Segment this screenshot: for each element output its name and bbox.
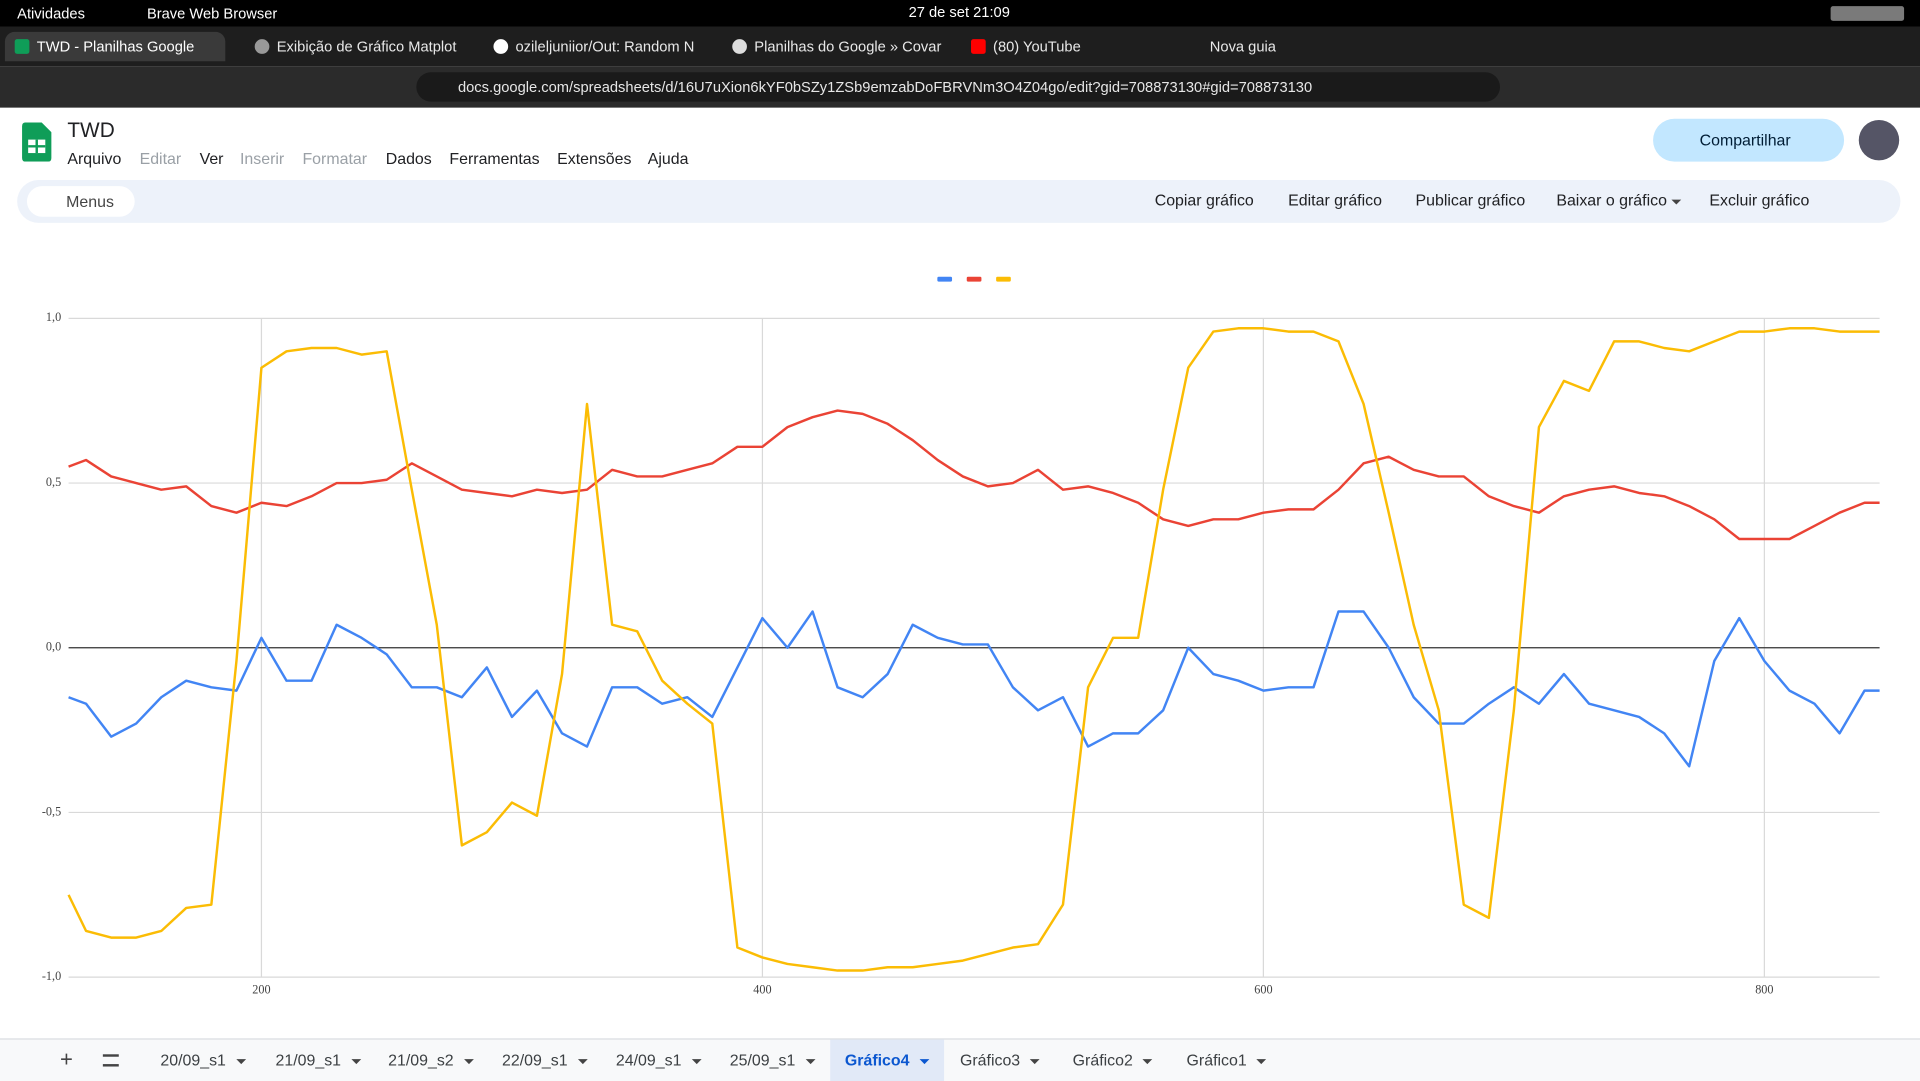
tab[interactable]: Planilhas do Google » Covar (722, 32, 942, 61)
series-line (68, 409, 1880, 541)
toolbar-action[interactable]: Editar gráfico (1288, 191, 1382, 210)
sheet-tab[interactable]: Gráfico4 (830, 1039, 944, 1081)
sheet-tab[interactable]: Gráfico1 (1172, 1040, 1281, 1081)
series-line (67, 327, 1880, 972)
sheet-tab[interactable]: 21/09_s2 (373, 1040, 487, 1081)
tab-strip: TWD - Planilhas Google Exibição de Gráfi… (0, 26, 1920, 67)
menu[interactable]: Inserir (240, 149, 285, 168)
menu[interactable]: Arquivo (67, 149, 122, 168)
url-field[interactable]: docs.google.com/spreadsheets/d/16U7uXion… (416, 72, 1501, 102)
all-sheets[interactable] (102, 1054, 119, 1067)
menu[interactable]: Dados (385, 149, 432, 168)
tab-title: Nova guia (1209, 37, 1276, 56)
series-line (68, 610, 1880, 768)
y-tick-label: -1,0 (42, 969, 61, 983)
share-button[interactable]: Compartilhar (1653, 118, 1845, 162)
tab[interactable]: ozileljuniior/Out: Random N (484, 32, 704, 61)
tab-title: Exibição de Gráfico Matplot (276, 37, 457, 56)
menu-search[interactable]: Menus (26, 186, 135, 217)
clock[interactable]: 27 de set 21:09 (908, 3, 1010, 21)
sheet-name: 20/09_s1 (160, 1050, 226, 1069)
toolbar-action[interactable]: Excluir gráfico (1709, 191, 1810, 210)
legend-swatch (966, 276, 982, 282)
sheet-tab[interactable]: 25/09_s1 (715, 1040, 829, 1081)
toolbar-action[interactable]: Publicar gráfico (1415, 191, 1526, 210)
x-tick-label: 600 (1254, 982, 1272, 996)
menu[interactable]: Extensões (557, 149, 632, 168)
action-label: Baixar o gráfico (1556, 191, 1667, 210)
sheet-name: Gráfico3 (960, 1050, 1021, 1069)
sheet-name: Gráfico1 (1186, 1050, 1247, 1069)
app-name: Brave Web Browser (146, 4, 278, 23)
sheet-tab[interactable]: 20/09_s1 (146, 1040, 260, 1081)
tab[interactable]: Exibição de Gráfico Matplot (245, 32, 465, 61)
sheet-name: 25/09_s1 (729, 1050, 796, 1069)
tab-title: ozileljuniior/Out: Random N (515, 37, 695, 56)
sheets-logo[interactable] (22, 122, 52, 162)
sheets-header: TWD Arquivo Editar Ver Inserir Formatar … (0, 107, 1920, 231)
sheet-name: 24/09_s1 (615, 1050, 682, 1069)
status-icons[interactable] (1830, 6, 1905, 21)
y-tick-label: 0,0 (46, 640, 61, 654)
menu[interactable]: Ferramentas (449, 149, 540, 168)
sheet-tab[interactable]: Gráfico2 (1058, 1040, 1167, 1081)
tab[interactable]: Nova guia (1200, 32, 1420, 61)
legend-swatch (937, 276, 953, 282)
sheet-name: 22/09_s1 (502, 1050, 568, 1069)
x-tick-label: 400 (753, 982, 771, 996)
menu[interactable]: Ver (199, 149, 224, 168)
system-bar: Atividades Brave Web Browser 27 de set 2… (0, 0, 1920, 27)
sheet-tab[interactable]: Gráfico3 (945, 1040, 1054, 1081)
y-tick-label: -0,5 (42, 804, 61, 818)
search-label: Menus (66, 192, 114, 211)
menu[interactable]: Ajuda (647, 149, 689, 168)
tab-icon (14, 39, 30, 54)
tab-icon (493, 39, 509, 54)
tab-title: (80) YouTube (993, 37, 1081, 56)
tab-icon (971, 39, 986, 54)
avatar[interactable] (1858, 120, 1900, 161)
sheet-name: 21/09_s2 (388, 1050, 454, 1069)
legend-swatch (996, 276, 1011, 282)
toolbar-action[interactable]: Baixar o gráfico (1556, 191, 1682, 210)
sheet-name: Gráfico2 (1072, 1050, 1133, 1069)
url: docs.google.com/spreadsheets/d/16U7uXion… (457, 78, 1313, 96)
sheet-tabs: + 20/09_s1 21/09_s1 21/09_s2 22/09_s1 24… (0, 1038, 1920, 1081)
address-bar: docs.google.com/spreadsheets/d/16U7uXion… (0, 66, 1920, 108)
tab-title: TWD - Planilhas Google (36, 37, 195, 56)
tab-icon (732, 39, 747, 54)
tab-title: Planilhas do Google » Covar (754, 37, 942, 56)
x-tick-label: 200 (252, 982, 270, 996)
share-label: Compartilhar (1699, 131, 1791, 150)
y-tick-label: 0,5 (46, 475, 61, 489)
sheet-name: 21/09_s1 (275, 1050, 342, 1069)
sheet-tab[interactable]: 22/09_s1 (487, 1040, 601, 1081)
x-tick-label: 800 (1755, 982, 1773, 996)
chart: 200 400 600 800 1,0 0,5 0,0 -0,5 -1,0 (42, 276, 1880, 996)
menu[interactable]: Editar (139, 149, 182, 168)
sheet-name: Gráfico4 (844, 1050, 910, 1069)
doc-title[interactable]: TWD (67, 118, 115, 143)
tab-icon (254, 39, 270, 54)
activities[interactable]: Atividades (17, 4, 85, 23)
toolbar-action[interactable]: Copiar gráfico (1154, 191, 1254, 210)
menu[interactable]: Formatar (302, 149, 368, 168)
y-tick-label: 1,0 (46, 310, 61, 324)
sheet-tab[interactable]: 24/09_s1 (601, 1040, 715, 1081)
sheet-tab[interactable]: 21/09_s1 (261, 1040, 375, 1081)
tab[interactable]: TWD - Planilhas Google (4, 31, 226, 62)
add-sheet[interactable]: + (60, 1046, 73, 1072)
tab[interactable]: (80) YouTube (961, 32, 1181, 61)
chart-toolbar: Menus Copiar gráfico Editar gráfico Publ… (17, 180, 1901, 223)
